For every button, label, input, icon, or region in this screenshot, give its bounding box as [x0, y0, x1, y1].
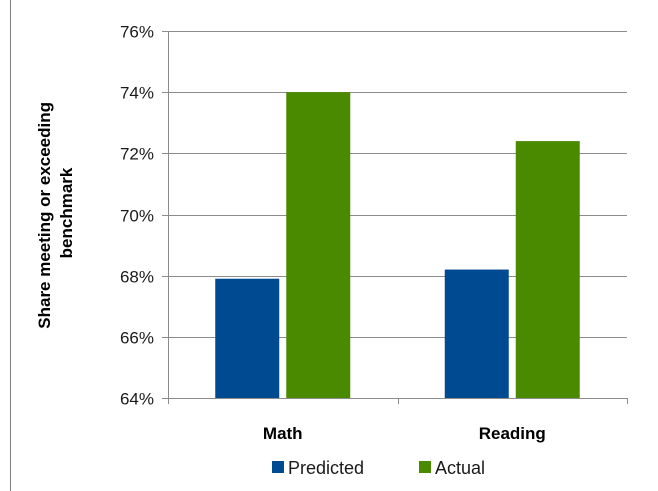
y-axis-title: Share meeting or exceeding benchmark: [35, 97, 76, 328]
x-category-labels: Math Reading: [263, 424, 546, 443]
y-tick-labels: 64% 66% 68% 70% 72% 74% 76%: [120, 23, 154, 409]
y-tick-label: 74%: [120, 84, 154, 103]
y-tick-label: 66%: [120, 329, 154, 348]
y-axis-title-line-2: benchmark: [57, 167, 76, 258]
x-category-label: Math: [263, 424, 303, 443]
legend-swatch-actual: [419, 461, 431, 473]
bars: [215, 92, 580, 399]
x-category-label: Reading: [479, 424, 546, 443]
y-tick-label: 70%: [120, 207, 154, 226]
bar-actual-reading: [515, 141, 580, 398]
y-tick-label: 64%: [120, 390, 154, 409]
y-tick-label: 76%: [120, 23, 154, 42]
bar-predicted-math: [215, 278, 280, 398]
bar-actual-math: [286, 92, 351, 399]
bar-predicted-reading: [444, 269, 509, 398]
legend: Predicted Actual: [272, 458, 485, 478]
y-axis-title-line-1: Share meeting or exceeding: [35, 102, 54, 329]
legend-label-predicted: Predicted: [288, 458, 364, 478]
y-tick-label: 68%: [120, 268, 154, 287]
legend-label-actual: Actual: [435, 458, 485, 478]
y-tick-label: 72%: [120, 145, 154, 164]
axes: [162, 31, 628, 404]
legend-swatch-predicted: [272, 461, 284, 473]
